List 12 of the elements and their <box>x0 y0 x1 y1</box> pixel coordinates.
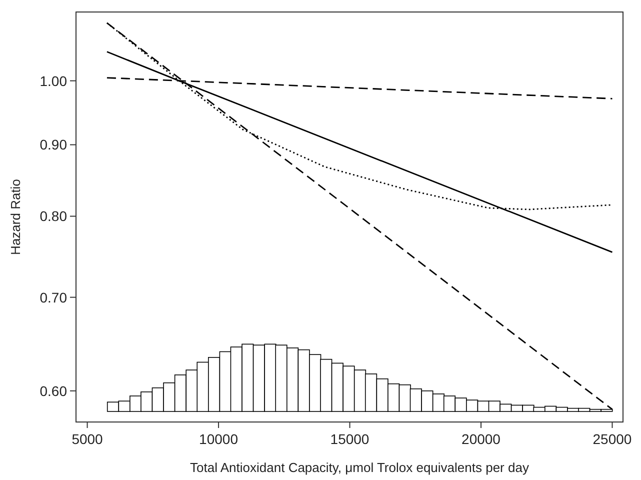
y-tick-label: 0.60 <box>40 382 68 399</box>
x-tick-label: 20000 <box>462 431 501 447</box>
x-tick-label: 5000 <box>72 431 104 447</box>
y-tick-label: 0.80 <box>40 208 68 224</box>
x-axis-title: Total Antioxidant Capacity, μmol Trolox equivalents per day <box>190 460 530 475</box>
y-axis-title: Hazard Ratio <box>8 179 23 255</box>
y-tick-label: 0.90 <box>40 136 68 153</box>
y-tick-label: 1.00 <box>40 72 68 89</box>
x-tick-label: 15000 <box>330 431 370 447</box>
x-tick-label: 10000 <box>199 431 238 447</box>
y-tick-label: 0.70 <box>40 289 68 306</box>
x-tick-label: 25000 <box>592 431 632 447</box>
